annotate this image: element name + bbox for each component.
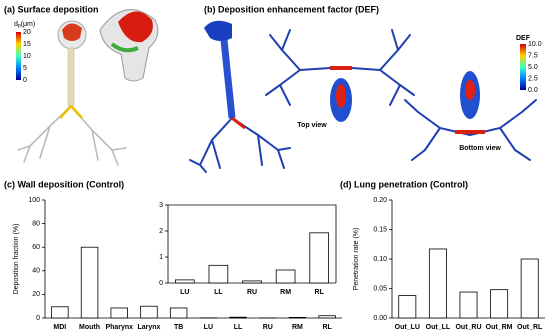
y-tick-label: 0.10 (373, 256, 387, 263)
colorbar-tick-label: 15 (23, 41, 31, 48)
colorbar (520, 44, 526, 90)
y-tick-label: 0 (159, 280, 163, 287)
colorbar-tick-label: 5.0 (528, 64, 538, 71)
bar (169, 307, 188, 319)
x-tick-label: LU (180, 289, 189, 296)
bar (318, 315, 336, 319)
view-label: Top view (297, 122, 327, 129)
y-tick-label: 3 (159, 202, 163, 209)
y-tick-label: 0.20 (373, 197, 387, 204)
x-tick-label: LL (234, 324, 243, 331)
y-tick-label: 40 (32, 268, 40, 275)
bar (428, 248, 447, 319)
x-tick-label: LL (214, 289, 223, 296)
chart-title: (c) Wall deposition (Control) (4, 179, 124, 189)
y-tick-label: 0.00 (373, 315, 387, 322)
colorbar-tick-label: 0 (23, 77, 27, 84)
y-tick-label: 60 (32, 244, 40, 251)
y-tick-label: 0.05 (373, 285, 387, 292)
x-tick-label: TB (174, 324, 183, 331)
colorbar-tick-label: 2.5 (528, 75, 538, 82)
x-tick-label: RM (292, 324, 303, 331)
y-tick-label: 100 (28, 197, 40, 204)
x-tick-label: LU (204, 324, 213, 331)
y-tick-label: 2 (159, 228, 163, 235)
x-tick-label: RU (247, 289, 257, 296)
y-tick-label: 80 (32, 220, 40, 227)
bar (229, 316, 247, 319)
colorbar-tick-label: 10.0 (528, 41, 542, 48)
x-tick-label: RL (315, 289, 325, 296)
x-tick-label: Pharynx (105, 324, 133, 331)
y-tick-label: 0.15 (373, 226, 387, 233)
x-tick-label: RU (263, 324, 273, 331)
x-tick-label: Out_LU (395, 324, 420, 331)
y-tick-label: 1 (159, 254, 163, 261)
def-rendering (189, 20, 537, 173)
chart-title: (d) Lung penetration (Control) (340, 179, 468, 189)
x-tick-label: Out_RL (517, 324, 543, 331)
bar (309, 232, 330, 284)
bar (490, 289, 509, 319)
bar (208, 264, 229, 284)
colorbar-tick-label: 7.5 (528, 52, 538, 59)
colorbar-tick-label: 10 (23, 53, 31, 60)
bar (174, 279, 195, 284)
colorbar-label: DEF (516, 35, 531, 42)
colorbar-label: dp(μm) (14, 21, 35, 29)
x-tick-label: Mouth (79, 324, 100, 331)
bar (242, 280, 262, 284)
bar (398, 295, 417, 319)
y-tick-label: 20 (32, 291, 40, 298)
view-label: Bottom view (459, 145, 501, 152)
panel-title: (a) Surface deposition (4, 4, 99, 14)
y-tick-label: 0 (36, 315, 40, 322)
colorbar-tick-label: 5 (23, 65, 27, 72)
y-axis-label: Penetration rate (%) (353, 228, 360, 291)
x-tick-label: Out_LL (426, 324, 451, 331)
colorbar (16, 32, 21, 80)
airway-rendering (17, 9, 159, 166)
x-tick-label: RL (322, 324, 332, 331)
panel-title: (b) Deposition enhancement factor (DEF) (204, 4, 379, 14)
bar (51, 306, 69, 319)
axis (168, 204, 337, 283)
bar (110, 307, 128, 319)
bar (288, 317, 307, 319)
colorbar-tick-label: 20 (23, 29, 31, 36)
x-tick-label: RM (280, 289, 291, 296)
x-tick-label: Larynx (137, 324, 160, 331)
bar (275, 269, 296, 284)
bar (80, 246, 99, 319)
bar (459, 291, 478, 319)
bar (520, 258, 539, 319)
colorbar-tick-label: 0.0 (528, 87, 538, 94)
bar (140, 305, 158, 319)
x-tick-label: MDI (53, 324, 66, 331)
y-axis-label: Deposition fraction (%) (13, 224, 20, 295)
x-tick-label: Out_RM (486, 324, 513, 331)
x-tick-label: Out_RU (455, 324, 481, 331)
